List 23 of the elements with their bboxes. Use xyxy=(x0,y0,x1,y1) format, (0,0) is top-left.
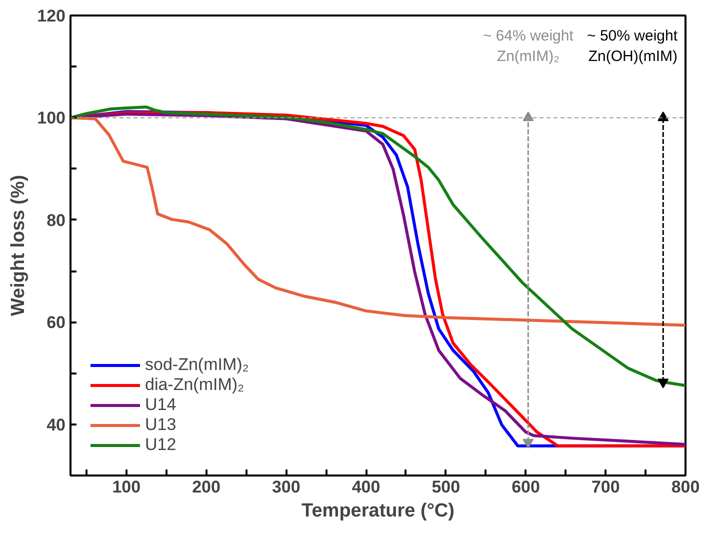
y-tick-label: 100 xyxy=(37,108,66,128)
legend-label: sod-Zn(mIM)₂ xyxy=(145,355,249,375)
legend-label: U14 xyxy=(145,395,176,415)
x-tick-label: 600 xyxy=(512,478,540,496)
legend-label: U13 xyxy=(145,415,176,435)
y-tick-label: 80 xyxy=(46,210,66,230)
y-axis-title: Weight loss (%) xyxy=(8,174,30,316)
x-tick-label: 700 xyxy=(591,478,620,496)
legend-label: dia-Zn(mIM)₂ xyxy=(145,375,244,395)
x-tick-label: 200 xyxy=(192,478,220,496)
x-tick-label: 400 xyxy=(352,478,380,496)
line-series xyxy=(70,116,686,327)
x-axis-title: Temperature (°C) xyxy=(302,500,454,522)
y-tick-label: 60 xyxy=(46,313,66,332)
x-tick-label: 500 xyxy=(432,478,460,496)
y-tick-label: 120 xyxy=(37,6,66,26)
x-tick-label: 100 xyxy=(112,478,141,496)
legend-label: U12 xyxy=(145,435,176,455)
y-tick-label: 40 xyxy=(46,415,66,434)
annotation: ~ 64% weight Zn(mIM)₂ xyxy=(482,28,574,65)
annotation: ~ 50% weight Zn(OH)(mIM) xyxy=(587,28,678,65)
x-tick-label: 300 xyxy=(272,478,300,496)
x-tick-label: 800 xyxy=(671,478,700,496)
